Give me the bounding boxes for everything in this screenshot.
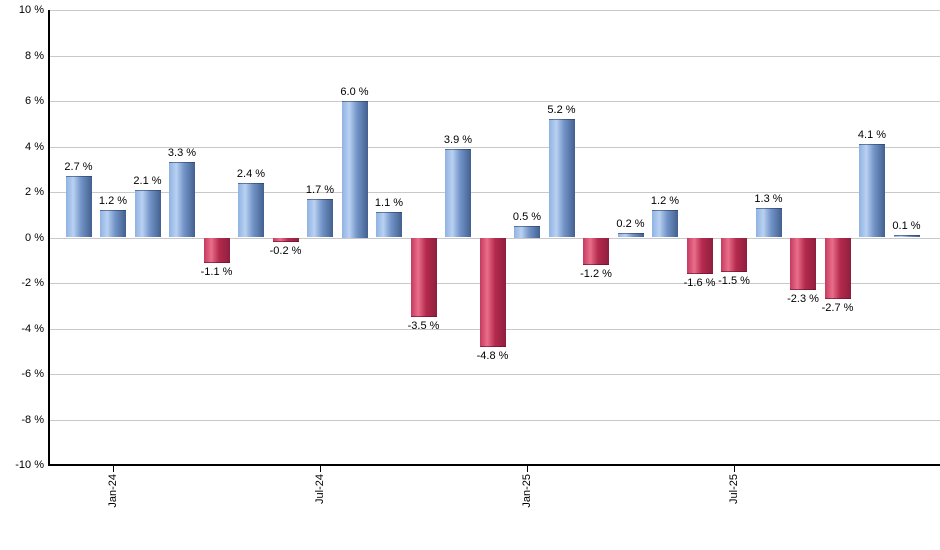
bar-sep-25[interactable] xyxy=(790,237,816,290)
bar-jun-25[interactable] xyxy=(686,237,713,274)
bar-value-label: -3.5 % xyxy=(407,320,440,333)
bar-value-label: -1.6 % xyxy=(683,276,716,289)
bar-value-label: 4.1 % xyxy=(857,129,887,142)
bar-value-label: 1.2 % xyxy=(650,195,680,208)
x-axis-tick xyxy=(527,466,528,472)
x-axis-tick-label: Jan-25 xyxy=(521,474,533,508)
y-axis-tick-label: 6 % xyxy=(25,95,44,107)
bar-value-label: 3.3 % xyxy=(167,147,197,160)
bar-apr-24[interactable] xyxy=(203,237,230,263)
bar-feb-25[interactable] xyxy=(548,119,575,238)
bar-value-label: 1.1 % xyxy=(374,197,404,210)
bar-value-label: -1.5 % xyxy=(718,274,750,287)
bar-aug-24[interactable] xyxy=(341,101,368,238)
bar-value-label: 2.4 % xyxy=(236,167,266,180)
bar-jan-24[interactable] xyxy=(100,210,126,238)
x-axis-tick-label: Jul-24 xyxy=(314,474,326,504)
bar-nov-25[interactable] xyxy=(859,144,885,238)
y-axis-line xyxy=(48,10,50,466)
gridline xyxy=(50,419,940,421)
bar-value-label: 6.0 % xyxy=(340,86,369,98)
gridline xyxy=(50,10,940,11)
bar-feb-24[interactable] xyxy=(134,189,161,238)
y-axis-tick-label: 2 % xyxy=(25,186,44,198)
bar-value-label: 5.2 % xyxy=(547,104,576,117)
y-axis-tick-label: -2 % xyxy=(21,277,44,289)
bar-jun-24[interactable] xyxy=(272,237,299,243)
bar-value-label: 1.3 % xyxy=(754,192,783,205)
bar-value-label: 1.2 % xyxy=(98,195,128,208)
bar-apr-25[interactable] xyxy=(617,232,644,238)
y-axis-tick-label: 4 % xyxy=(25,140,44,153)
bar-mar-25[interactable] xyxy=(583,237,609,265)
y-axis-tick-label: -4 % xyxy=(21,322,44,335)
gridline xyxy=(50,55,940,57)
bar-oct-24[interactable] xyxy=(410,237,437,318)
y-axis-tick-label: 0 % xyxy=(25,231,44,244)
bar-value-label: 2.7 % xyxy=(64,161,93,174)
bar-jul-24[interactable] xyxy=(307,198,333,238)
y-axis-tick-label: -10 % xyxy=(15,459,44,471)
bar-aug-25[interactable] xyxy=(755,207,782,238)
bar-value-label: -4.8 % xyxy=(476,349,509,362)
x-axis-tick xyxy=(113,466,114,472)
bar-value-label: -1.1 % xyxy=(200,265,233,278)
x-axis-tick-label: Jul-25 xyxy=(728,474,740,504)
y-axis-tick-label: -6 % xyxy=(21,368,44,380)
bar-dec-24[interactable] xyxy=(479,237,506,347)
bar-value-label: 3.9 % xyxy=(443,133,473,146)
bar-value-label: -1.2 % xyxy=(580,267,612,280)
y-axis-tick-label: -8 % xyxy=(21,413,44,426)
y-axis-tick-label: 10 % xyxy=(18,4,44,16)
bar-value-label: 1.7 % xyxy=(305,183,335,196)
bar-value-label: -2.7 % xyxy=(821,301,854,314)
gridline xyxy=(50,192,940,193)
bar-dec-23[interactable] xyxy=(65,176,92,238)
bar-nov-24[interactable] xyxy=(445,148,471,238)
bar-oct-25[interactable] xyxy=(824,237,851,299)
bar-dec-25[interactable] xyxy=(893,235,920,238)
bar-mar-24[interactable] xyxy=(169,162,195,238)
bar-may-25[interactable] xyxy=(652,210,678,238)
gridline xyxy=(50,146,940,148)
x-axis-line xyxy=(48,464,940,466)
y-axis-tick-label: 8 % xyxy=(25,49,44,62)
bar-sep-24[interactable] xyxy=(376,212,402,238)
bar-value-label: 0.1 % xyxy=(892,220,921,233)
bar-value-label: -0.2 % xyxy=(269,245,302,258)
x-axis-tick xyxy=(734,466,735,472)
bar-value-label: 2.1 % xyxy=(133,174,162,187)
bar-may-24[interactable] xyxy=(238,182,264,238)
bar-value-label: 0.5 % xyxy=(512,211,542,224)
bar-value-label: -2.3 % xyxy=(787,292,819,305)
x-axis-tick-label: Jan-24 xyxy=(107,474,119,508)
x-axis-tick xyxy=(320,466,321,472)
gridline xyxy=(50,374,940,375)
gridline xyxy=(50,101,940,102)
bar-jan-25[interactable] xyxy=(514,226,540,238)
bar-value-label: 0.2 % xyxy=(616,217,645,230)
bar-jul-25[interactable] xyxy=(721,237,747,272)
